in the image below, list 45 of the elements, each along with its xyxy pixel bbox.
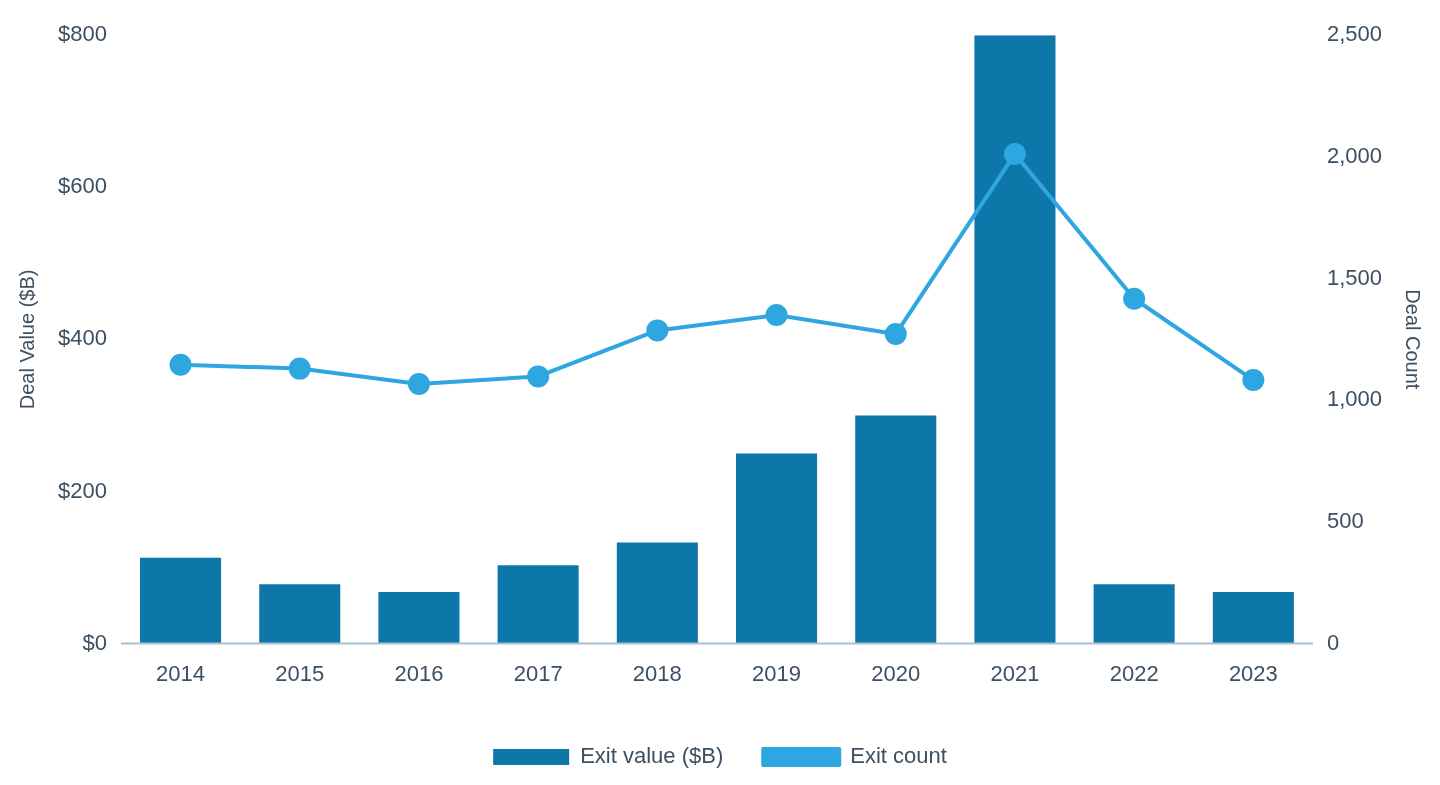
y2-axis-title: Deal Count xyxy=(1402,289,1425,390)
bar xyxy=(378,591,460,644)
x-tick-label: 2015 xyxy=(275,660,325,686)
x-tick-label: 2018 xyxy=(632,660,682,686)
bar xyxy=(855,415,937,644)
bar xyxy=(1212,591,1294,644)
y-tick-label: $800 xyxy=(57,21,107,47)
y2-tick-label: 1,000 xyxy=(1326,386,1383,412)
y-axis-title: Deal Value ($B) xyxy=(15,269,38,410)
bar xyxy=(497,565,579,644)
y2-tick-label: 2,000 xyxy=(1326,142,1383,168)
bar xyxy=(1093,584,1175,644)
y2-tick-label: 1,500 xyxy=(1326,264,1383,290)
x-tick-label: 2019 xyxy=(752,660,802,686)
point xyxy=(407,372,430,395)
point xyxy=(169,353,192,376)
y2-tick-label: 500 xyxy=(1326,507,1364,533)
x-tick-label: 2023 xyxy=(1228,660,1278,686)
x-tick-label: 2016 xyxy=(394,660,444,686)
legend-label: Exit value ($B) xyxy=(580,743,724,769)
bar xyxy=(736,453,818,644)
point xyxy=(1123,287,1146,310)
y-tick-label: $200 xyxy=(57,477,107,503)
x-tick-label: 2021 xyxy=(990,660,1040,686)
x-tick-label: 2020 xyxy=(871,660,921,686)
point xyxy=(884,323,907,346)
point xyxy=(1003,142,1026,165)
bar xyxy=(259,584,341,644)
y-tick-label: $0 xyxy=(82,629,107,655)
x-tick-label: 2022 xyxy=(1109,660,1159,686)
bar xyxy=(140,557,222,644)
point xyxy=(1242,369,1265,392)
x-tick-label: 2014 xyxy=(156,660,206,686)
y2-tick-label: 2,500 xyxy=(1326,21,1383,47)
point xyxy=(288,357,311,380)
point xyxy=(765,304,788,327)
point xyxy=(527,365,550,388)
bar xyxy=(974,35,1056,644)
x-tick-label: 2017 xyxy=(513,660,563,686)
legend-label: Exit count xyxy=(850,743,947,769)
y-tick-label: $400 xyxy=(57,325,107,351)
bar xyxy=(616,542,698,644)
y2-tick-label: 0 xyxy=(1326,629,1340,655)
point xyxy=(646,319,669,342)
y-tick-label: $600 xyxy=(57,173,107,199)
